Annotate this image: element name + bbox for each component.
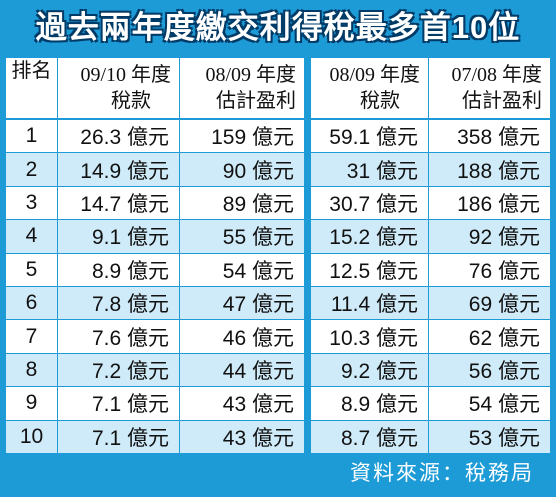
value-cell: 7.1 億元 [58,387,179,420]
value-cell: 76 億元 [429,253,550,286]
value-cell: 7.8 億元 [58,287,179,320]
value-cell: 9.1 億元 [58,220,179,253]
value-cell: 8.9 億元 [311,387,428,420]
rank-cell: 2 [6,153,57,186]
column-header: 07/08 年度估計盈利 [429,58,550,118]
value-cell: 31 億元 [311,153,428,186]
value-cell: 62 億元 [429,320,550,353]
header-text: 估計盈利 [462,90,542,112]
value-cell: 30.7 億元 [311,186,428,220]
header-text: 07/08 年度 [451,64,542,86]
value-cell: 7.2 億元 [58,353,179,387]
value-cell: 26.3 億元 [58,120,179,153]
value-cell: 12.5 億元 [311,253,428,286]
value-cell: 7.1 億元 [58,420,179,453]
value-cell: 46 億元 [180,320,304,353]
value-cell: 92 億元 [429,220,550,253]
value-cell: 11.4 億元 [311,287,428,320]
value-cell: 15.2 億元 [311,220,428,253]
value-cell: 43 億元 [180,420,304,453]
header-text: 08/09 年度 [205,64,296,86]
title: 過去兩年度繳交利得稅最多首10位 [35,10,521,45]
header-text: 稅款 [360,90,400,112]
value-cell: 53 億元 [429,420,550,453]
value-cell: 54 億元 [429,387,550,420]
column-header: 08/09 年度稅款 [311,58,428,118]
value-cell: 90 億元 [180,153,304,186]
value-cell: 14.9 億元 [58,153,179,186]
rank-cell: 8 [6,353,57,387]
value-cell: 44 億元 [180,353,304,387]
column-header: 排名 [6,58,57,118]
value-cell: 9.2 億元 [311,353,428,387]
header-text: 稅款 [111,90,151,112]
value-cell: 159 億元 [180,120,304,153]
table: 排名 09/10 年度 稅款 08/09 年度 估計盈利 08/09 年度 稅款 07/08 … [6,58,550,453]
value-cell: 358 億元 [429,120,550,153]
source: 資料來源：稅務局 [350,461,534,485]
value-cell: 7.6 億元 [58,320,179,353]
header-text: 估計盈利 [216,90,296,112]
rank-cell: 10 [6,420,57,453]
value-cell: 8.9 億元 [58,253,179,286]
rank-cell: 4 [6,220,57,253]
value-cell: 43 億元 [180,387,304,420]
rank-cell: 1 [6,120,57,153]
value-cell: 8.7 億元 [311,420,428,453]
column-header: 09/10 年度稅款 [58,58,179,118]
value-cell: 14.7 億元 [58,186,179,220]
column-header: 08/09 年度估計盈利 [180,58,304,118]
rank-cell: 5 [6,253,57,286]
value-cell: 55 億元 [180,220,304,253]
value-cell: 10.3 億元 [311,320,428,353]
rank-cell: 6 [6,287,57,320]
value-cell: 89 億元 [180,186,304,220]
value-cell: 54 億元 [180,253,304,286]
header-text: 08/09 年度 [329,64,420,86]
value-cell: 47 億元 [180,287,304,320]
value-cell: 186 億元 [429,186,550,220]
rank-cell: 7 [6,320,57,353]
header-text: 09/10 年度 [80,64,171,86]
value-cell: 59.1 億元 [311,120,428,153]
rank-cell: 3 [6,186,57,220]
value-cell: 56 億元 [429,353,550,387]
rank-cell: 9 [6,387,57,420]
value-cell: 188 億元 [429,153,550,186]
header-text: 排名 [11,60,52,82]
value-cell: 69 億元 [429,287,550,320]
